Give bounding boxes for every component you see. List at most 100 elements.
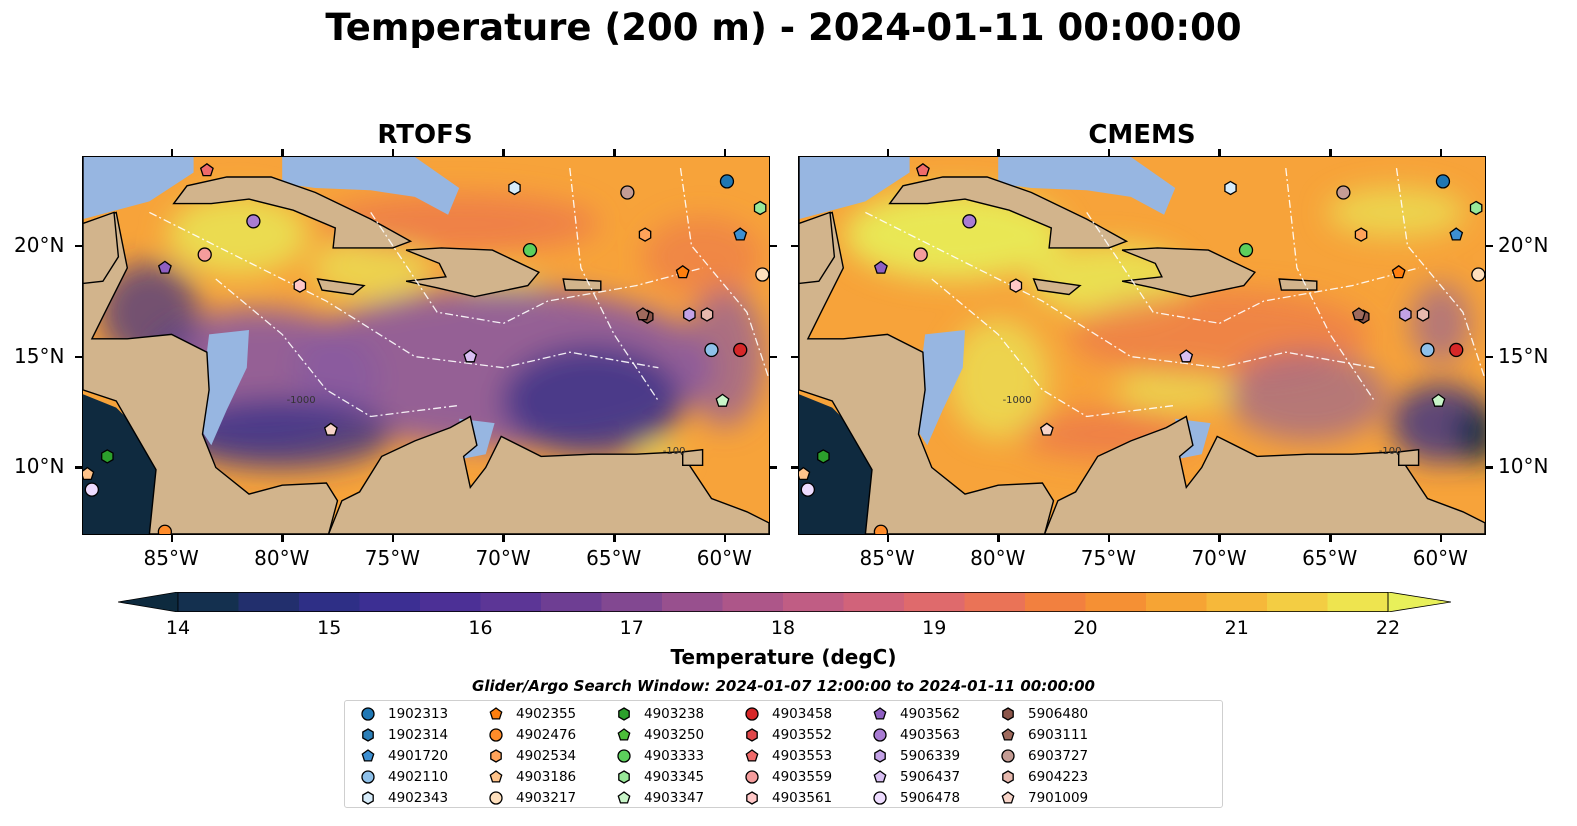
colorbar [117, 591, 1452, 613]
legend-item-4902355: 4902355 [485, 703, 576, 724]
temperature-patch [684, 286, 765, 427]
legend-label: 6904223 [1028, 768, 1089, 785]
platform-marker-4902534 [1354, 227, 1368, 242]
land-southAmerica [327, 415, 769, 534]
platform-marker-4903186 [799, 466, 811, 481]
platform-marker-4901720 [1449, 227, 1464, 241]
legend-marker-shape [873, 769, 887, 783]
legend-item-6903111: 6903111 [997, 724, 1088, 745]
shallow-shelf [998, 157, 1176, 215]
lat-tick-label: 20°N [14, 232, 65, 257]
tick-mark [1218, 535, 1221, 542]
lon-tick-label: 65°W [1302, 546, 1358, 570]
legend-item-4903559: 4903559 [741, 766, 832, 787]
legend-item-4903458: 4903458 [741, 703, 832, 724]
legend-marker [490, 748, 502, 763]
tick-mark [886, 149, 890, 156]
platform-marker-4902355 [1391, 264, 1406, 279]
legend-item-5906339: 5906339 [869, 745, 960, 766]
platform-marker-5906339 [683, 307, 696, 322]
legend-marker [1002, 706, 1014, 721]
legend-item-4903552: 4903552 [741, 724, 832, 745]
legend-marker [745, 769, 759, 784]
tick-mark [770, 244, 777, 248]
colorbar-tick-label: 16 [468, 617, 493, 639]
isobath-label: -1000 [287, 395, 316, 406]
colorbar-tick-label: 19 [922, 617, 947, 639]
map-canvas: -1000 -100 [799, 157, 1485, 534]
legend-item-4903238: 4903238 [613, 703, 704, 724]
gulf-shelf [83, 157, 194, 220]
legend-item-5906480: 5906480 [997, 703, 1088, 724]
tick-mark [886, 535, 890, 542]
legend-item-5906478: 5906478 [869, 787, 960, 808]
legend-marker-shape [874, 748, 886, 763]
temperature-patch [1326, 187, 1467, 238]
legend-marker-shape [745, 706, 759, 721]
legend-item-4902343: 4902343 [357, 787, 448, 808]
legend-marker [1001, 748, 1015, 763]
platform-marker-4902534 [638, 227, 652, 242]
colorbar-bin [964, 592, 1026, 612]
platform-marker-6903727 [620, 185, 635, 200]
legend-item-7901009: 7901009 [997, 787, 1088, 808]
legend-marker [1001, 727, 1015, 741]
colorbar-outline [177, 592, 1389, 612]
legend-marker-shape [489, 706, 503, 720]
legend-label: 1902314 [388, 726, 449, 743]
eez-boundary [865, 211, 1375, 369]
lon-tick-label: 75°W [364, 546, 421, 570]
colorbar-bin [480, 592, 542, 612]
platform-marker-4903345 [1469, 200, 1483, 216]
tick-mark [770, 355, 777, 359]
legend-marker [617, 790, 631, 804]
tick-mark [613, 149, 616, 156]
legend-marker [362, 727, 374, 742]
colorbar-bin [1267, 592, 1328, 612]
platform-marker-4902343 [1224, 180, 1237, 196]
legend-marker [618, 706, 630, 721]
legend-marker [873, 790, 887, 805]
legend-item-4903553: 4903553 [741, 745, 832, 766]
legend-label: 4903559 [772, 768, 833, 785]
platform-marker-4903333 [522, 242, 538, 258]
colorbar-label: Temperature (degC) [670, 645, 897, 669]
legend-label: 4903186 [516, 768, 577, 785]
tick-mark [502, 149, 505, 156]
colorbar-tick-label: 21 [1224, 617, 1249, 639]
temperature-patch [1458, 404, 1485, 465]
rtofs-map: -1000 -100 [82, 156, 770, 535]
legend-item-4902476: 4902476 [485, 724, 576, 745]
gulf-shelf [799, 157, 910, 220]
lon-tick-label: 75°W [1080, 546, 1137, 570]
tick-mark [791, 355, 798, 359]
pacific-ocean [799, 394, 875, 534]
legend-label: 4903238 [644, 705, 705, 722]
legend-marker-shape [1001, 727, 1015, 741]
temperature-patch [501, 345, 682, 456]
legend-item-6903727: 6903727 [997, 745, 1088, 766]
legend-item-4902110: 4902110 [357, 766, 448, 787]
lon-tick-label: 80°W [254, 546, 310, 570]
legend-marker [489, 769, 503, 783]
legend-label: 4902110 [388, 768, 449, 785]
legend-marker-shape [745, 769, 759, 784]
platform-marker-4903562 [873, 260, 888, 274]
tick-mark [1107, 535, 1111, 542]
colorbar-bin [541, 592, 602, 612]
platform-marker-1902313 [1435, 174, 1451, 189]
platform-marker-4903561 [1009, 278, 1023, 293]
platform-marker-4903562 [157, 260, 172, 274]
colorbar-bin [843, 592, 905, 612]
colorbar-tick-label: 20 [1073, 617, 1098, 639]
tick-mark [281, 535, 284, 542]
legend-marker-shape [873, 706, 887, 720]
platform-marker-5906339 [1399, 307, 1412, 322]
legend-marker [489, 727, 503, 742]
colorbar-extend-max [1387, 591, 1452, 613]
legend-item-4903561: 4903561 [741, 787, 832, 808]
panel-title-rtofs: RTOFS [377, 120, 473, 150]
legend-marker-shape [617, 790, 631, 804]
land-trinidad [682, 448, 704, 466]
legend-item-6904223: 6904223 [997, 766, 1088, 787]
